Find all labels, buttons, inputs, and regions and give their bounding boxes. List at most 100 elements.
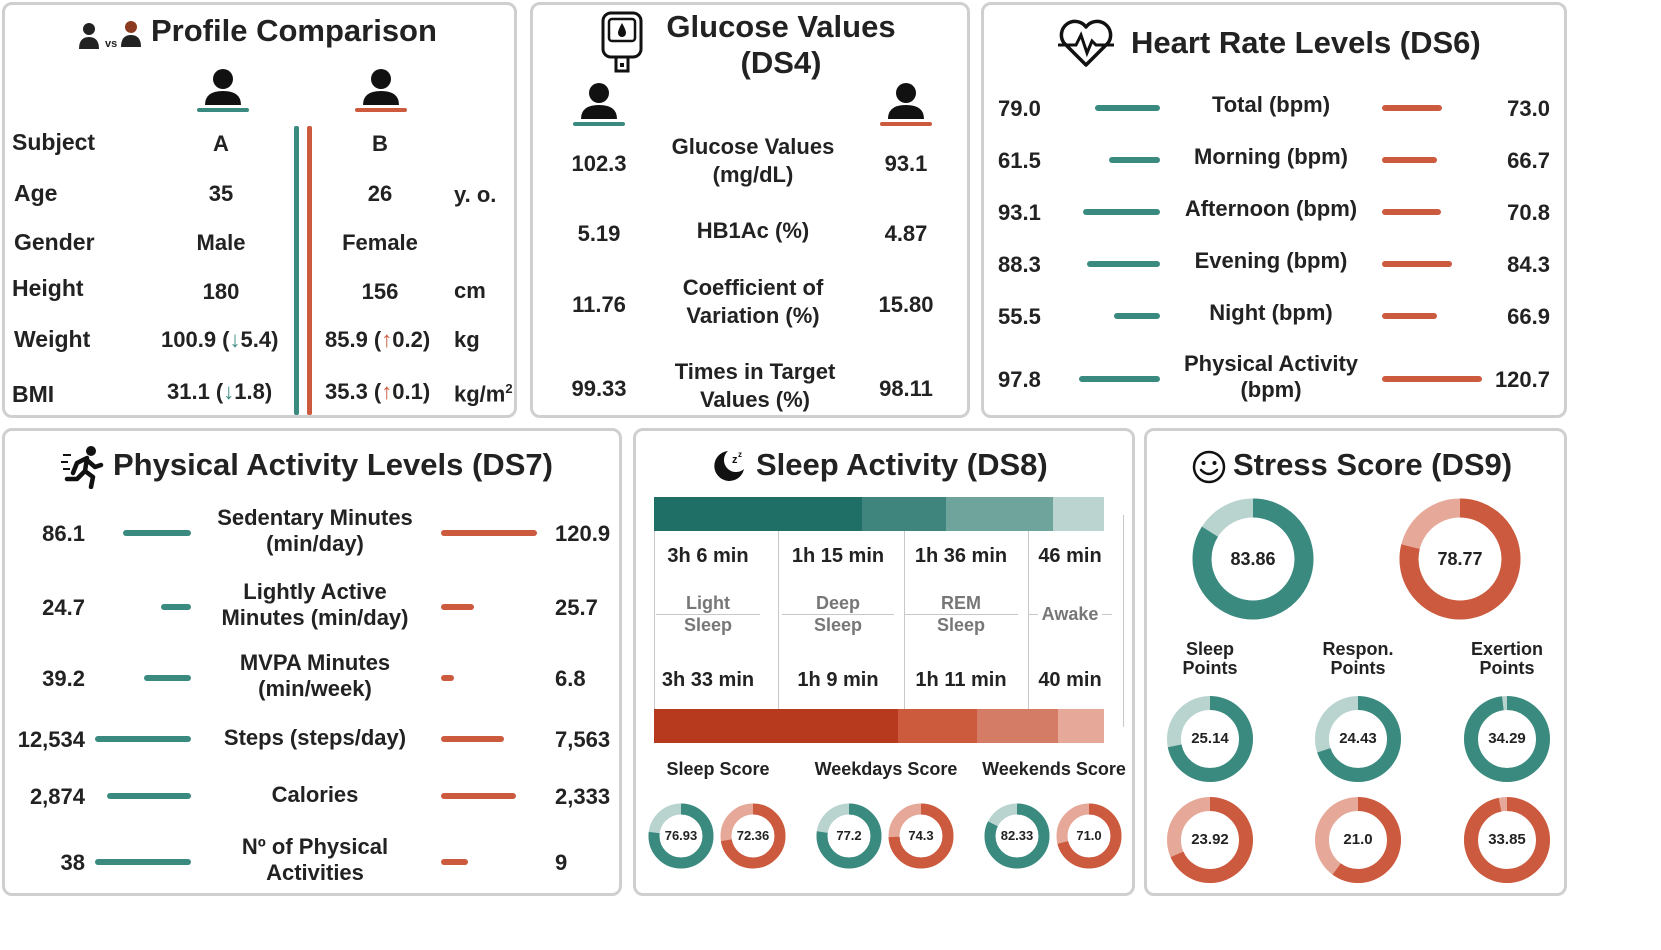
sleep-stage-name-l2: Sleep xyxy=(929,615,993,636)
stress-points-b-donut-arc xyxy=(1167,797,1253,883)
sleep-stage-name-l1: Light xyxy=(676,593,740,614)
sleep-b-duration: 40 min xyxy=(1038,669,1102,691)
activity-a-value: 39.2 xyxy=(42,666,85,691)
glucometer-icon xyxy=(599,9,645,73)
sleep-score-b-donut-value: 72.36 xyxy=(736,828,770,843)
sleep-stage-name-l1: Deep xyxy=(806,593,870,614)
weight-a-main: 100.9 ( xyxy=(161,327,230,352)
weight-a-delta: 5.4) xyxy=(240,327,279,352)
glucose-label-l2: (mg/dL) xyxy=(712,162,794,187)
heart-a-bar xyxy=(1114,313,1160,319)
glucose-a: 102.3 xyxy=(571,151,627,176)
heart-a-value: 88.3 xyxy=(998,252,1041,277)
activity-a-value: 38 xyxy=(60,850,85,875)
height-unit: cm xyxy=(454,278,486,303)
stress-points-a-donut-arc xyxy=(1464,696,1550,782)
heart-b-bar xyxy=(1382,261,1452,267)
bmi-b-main: 35.3 ( xyxy=(325,379,382,404)
stress-points-a-donut: 34.29 xyxy=(1457,689,1557,789)
subject-a: A xyxy=(213,131,229,156)
sleep-score-b-donut-value: 71.0 xyxy=(1076,828,1102,843)
heart-a-value: 55.5 xyxy=(998,304,1041,329)
stress-points-a-donut: 24.43 xyxy=(1308,689,1408,789)
activity-a-bar xyxy=(144,675,191,681)
row-label-height: Height xyxy=(12,275,84,301)
activity-label-l1: Lightly Active xyxy=(243,579,387,604)
heart-panel: Heart Rate Levels (DS6) 79.0 Total (bpm) 7… xyxy=(981,2,1567,418)
bmi-unit-sup: 2 xyxy=(505,381,513,396)
heart-label-l1: Afternoon (bpm) xyxy=(1184,196,1358,221)
stress-points-a-donut-arc xyxy=(1167,696,1253,782)
heart-a-bar xyxy=(1079,376,1160,382)
heart-b-bar xyxy=(1382,105,1442,111)
heart-a-bar xyxy=(1095,105,1160,111)
heart-label-l1: Total (bpm) xyxy=(1211,92,1331,117)
heart-b-value: 120.7 xyxy=(1494,367,1550,392)
activity-b-bar xyxy=(441,675,454,681)
sleep-col-divider xyxy=(904,515,905,727)
stress-points-label-l2: Points xyxy=(1330,658,1386,678)
activity-b-bar xyxy=(441,736,504,742)
stress-points-b-donut: 23.92 xyxy=(1160,790,1260,890)
cv-label-l2: Variation (%) xyxy=(686,303,820,328)
activity-label-l2: Minutes (min/day) xyxy=(221,605,409,630)
age-a: 35 xyxy=(208,181,234,206)
height-b: 156 xyxy=(361,279,399,304)
weight-b-delta: 0.2) xyxy=(392,327,431,352)
activity-b-bar xyxy=(441,793,516,799)
age-b: 26 xyxy=(367,181,393,206)
sleep-connector xyxy=(904,614,1018,615)
bmi-a-main: 31.1 ( xyxy=(167,379,224,404)
sleep-a-segment xyxy=(862,497,946,531)
stress-points-b-donut-arc xyxy=(1315,797,1401,883)
bmi-b: 35.3 (↑0.1) xyxy=(325,379,430,405)
sleep-stage-name-l2: Sleep xyxy=(676,615,740,636)
heart-b-bar xyxy=(1382,157,1437,163)
sleep-score-b-donut-arc xyxy=(1056,803,1122,869)
bmi-b-delta: 0.1) xyxy=(392,379,431,404)
person-a-icon xyxy=(573,81,625,127)
activity-a-value: 2,874 xyxy=(29,784,85,809)
heart-b-bar xyxy=(1382,209,1441,215)
sleep-score-a-donut-value: 77.2 xyxy=(836,828,862,843)
stress-title: Stress Score (DS9) xyxy=(1233,447,1513,482)
activity-label-l1: MVPA Minutes xyxy=(239,650,391,675)
sleep-score-a-donut-arc xyxy=(984,803,1050,869)
sleep-score-label: Sleep Score xyxy=(666,759,770,779)
stress-points-a-donut-value: 24.43 xyxy=(1339,730,1377,747)
bmi-unit-base: kg/m xyxy=(454,381,506,407)
heart-a-bar xyxy=(1083,209,1160,215)
stress-points-label-l2: Points xyxy=(1479,658,1535,678)
bmi-b-arrow: ↑ xyxy=(381,379,393,404)
activity-b-bar xyxy=(441,859,468,865)
heart-label-l1: Morning (bpm) xyxy=(1194,144,1348,169)
sleep-score-a-donut-arc xyxy=(816,803,882,869)
stress-main-a-donut-value: 83.86 xyxy=(1230,549,1276,569)
smiley-icon xyxy=(1191,449,1227,485)
sleep-b-duration: 3h 33 min xyxy=(661,669,755,691)
gender-a: Male xyxy=(196,230,246,255)
sleep-col-divider xyxy=(778,515,779,727)
height-a: 180 xyxy=(202,279,240,304)
divider-a xyxy=(294,126,299,415)
heart-b-bar xyxy=(1382,313,1437,319)
cv-a: 11.76 xyxy=(572,292,626,317)
bmi-a-arrow: ↓ xyxy=(223,379,235,404)
activity-label-l1: Nº of Physical xyxy=(241,834,389,859)
sleep-connector xyxy=(656,614,760,615)
sleep-b-duration: 1h 11 min xyxy=(915,669,1007,691)
heart-pulse-icon xyxy=(1056,19,1116,69)
activity-b-value: 2,333 xyxy=(555,784,611,809)
activity-panel: Physical Activity Levels (DS7) 86.1 Seden… xyxy=(2,428,622,896)
sleep-score-b-donut-value: 74.3 xyxy=(908,828,934,843)
sleep-score-a-donut: 76.93 xyxy=(643,798,719,874)
heart-label-l2: (bpm) xyxy=(1240,377,1302,402)
sleep-stage-name-l1: Awake xyxy=(1038,604,1102,625)
sleep-b-segment xyxy=(1058,709,1104,743)
hb1ac-label: HB1Ac (%) xyxy=(696,218,810,243)
activity-b-value: 25.7 xyxy=(555,595,598,620)
bmi-a-delta: 1.8) xyxy=(234,379,273,404)
sleep-connector xyxy=(782,614,894,615)
stress-points-b-donut: 21.0 xyxy=(1308,790,1408,890)
